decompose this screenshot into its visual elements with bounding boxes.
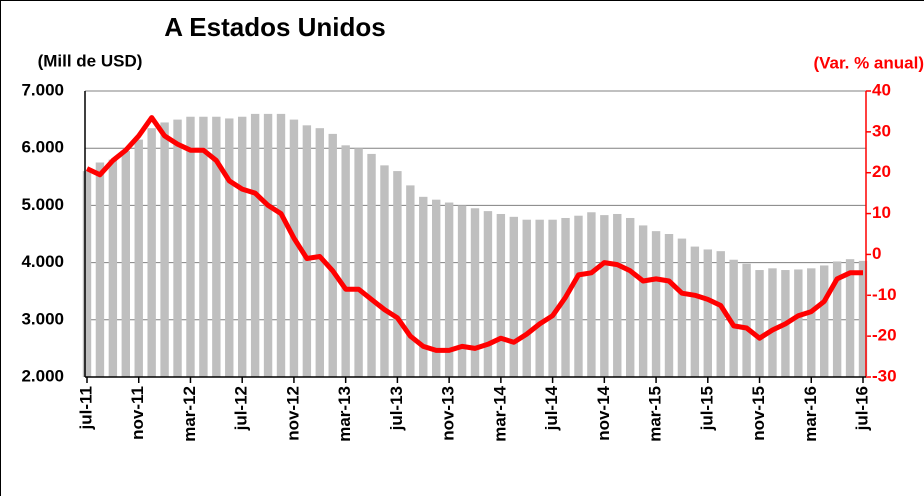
bar xyxy=(147,128,156,377)
bar xyxy=(613,213,622,377)
bar xyxy=(664,234,674,377)
bar xyxy=(470,208,480,377)
bar xyxy=(457,205,467,377)
bar xyxy=(483,211,493,377)
y-tick-label: 6.000 xyxy=(21,138,64,157)
bar xyxy=(755,270,764,377)
y2-tick-label: -30 xyxy=(872,366,897,385)
y2-tick-label: -20 xyxy=(872,326,897,345)
x-tick-label: nov-11 xyxy=(128,386,147,440)
y2-tick-label: 20 xyxy=(872,162,891,181)
bar xyxy=(729,259,738,377)
bar xyxy=(742,263,751,377)
bar xyxy=(121,151,130,377)
bar xyxy=(768,268,777,377)
bar xyxy=(690,246,700,377)
y2-tick-label: -10 xyxy=(872,285,897,304)
y-tick-label: 4.000 xyxy=(21,252,64,271)
bar xyxy=(638,225,648,377)
bar xyxy=(626,217,635,377)
bar xyxy=(354,148,363,377)
bar xyxy=(677,238,687,377)
y2-tick-label: 0 xyxy=(872,244,881,263)
x-tick-label: nov-12 xyxy=(283,386,302,441)
bar xyxy=(432,199,441,377)
x-tick-label: jul-16 xyxy=(852,386,871,431)
bar xyxy=(186,116,195,378)
bar xyxy=(393,171,402,377)
bar xyxy=(328,133,337,377)
bar xyxy=(574,215,583,377)
bar xyxy=(82,171,92,377)
bar xyxy=(225,118,234,378)
y-axis-label: (Mill de USD) xyxy=(38,51,143,70)
bar xyxy=(651,231,661,377)
bar xyxy=(212,116,221,378)
line xyxy=(85,115,863,353)
bar xyxy=(444,202,454,377)
y2-tick-label: 30 xyxy=(872,121,891,140)
bar xyxy=(587,212,596,377)
bar xyxy=(289,119,299,377)
bar xyxy=(199,116,208,378)
y2-axis-label: (Var. % anual) xyxy=(813,53,924,72)
bar xyxy=(794,269,803,377)
bar xyxy=(535,219,544,377)
bar xyxy=(600,215,609,377)
bar xyxy=(820,265,829,377)
chart-title: A Estados Unidos xyxy=(164,12,386,42)
y-tick-label: 3.000 xyxy=(21,309,64,328)
y-tick-label: 5.000 xyxy=(21,195,64,214)
bar xyxy=(548,219,557,377)
y2-tick-label: 40 xyxy=(872,80,891,99)
bar xyxy=(367,153,376,377)
bar xyxy=(509,216,518,377)
bar xyxy=(845,259,855,377)
bar xyxy=(807,268,816,377)
bar xyxy=(522,219,531,377)
x-tick-label: jul-14 xyxy=(542,385,561,431)
bar xyxy=(703,249,712,377)
x-tick-label: jul-12 xyxy=(232,386,251,431)
bar xyxy=(406,185,415,377)
y-tick-label: 2.000 xyxy=(21,366,64,385)
bar xyxy=(134,139,143,377)
x-tick-label: mar-16 xyxy=(801,386,820,442)
y-tick-label: 7.000 xyxy=(21,80,64,99)
bar xyxy=(858,260,868,377)
bar xyxy=(95,162,105,377)
x-tick-label: jul-15 xyxy=(697,386,716,431)
bar xyxy=(315,128,324,377)
x-tick-label: nov-15 xyxy=(749,386,768,441)
x-tick-label: jul-11 xyxy=(76,386,95,430)
x-tick-label: jul-13 xyxy=(387,386,406,431)
y2-tick-label: 10 xyxy=(872,203,891,222)
bar xyxy=(341,145,350,377)
x-tick-label: mar-14 xyxy=(490,385,509,441)
bar xyxy=(716,251,725,377)
bar xyxy=(276,113,286,377)
x-tick-label: nov-14 xyxy=(594,385,613,440)
bar xyxy=(419,196,428,377)
bar xyxy=(173,119,182,377)
x-tick-label: mar-13 xyxy=(335,386,354,442)
bar xyxy=(496,213,506,377)
x-tick-label: nov-13 xyxy=(439,386,458,441)
bar xyxy=(160,122,169,378)
bar xyxy=(832,261,842,377)
bar xyxy=(250,113,260,377)
x-tick-label: mar-12 xyxy=(180,386,199,442)
bar xyxy=(302,125,312,377)
bar xyxy=(263,113,273,377)
bar xyxy=(238,116,247,378)
x-tick-label: mar-15 xyxy=(646,386,665,442)
bar xyxy=(108,159,118,377)
bar xyxy=(380,165,389,377)
